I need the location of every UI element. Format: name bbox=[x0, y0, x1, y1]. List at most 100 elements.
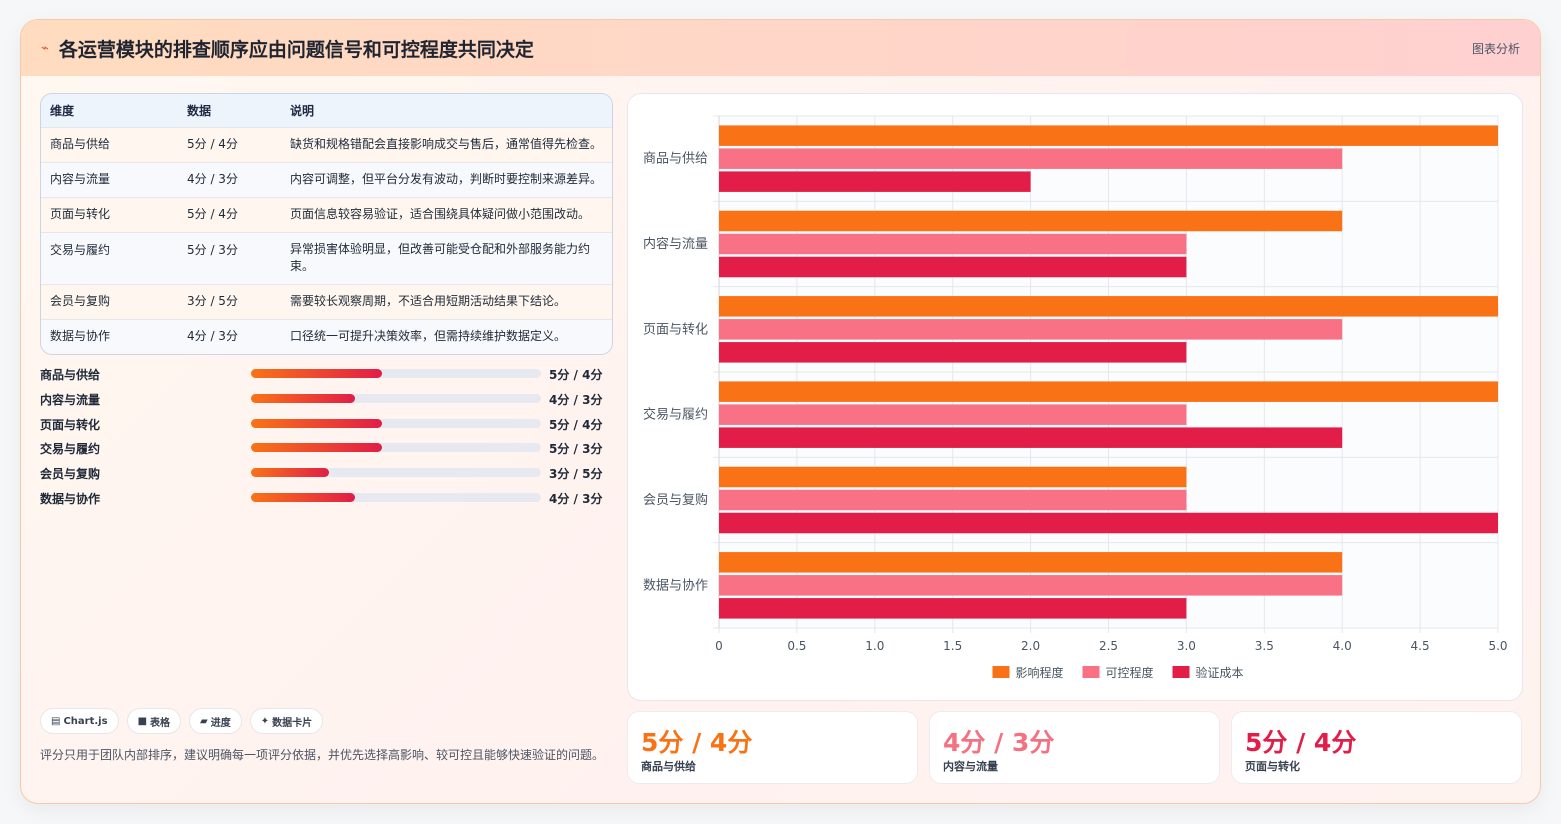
chip-label: Chart.js bbox=[63, 715, 108, 727]
progress-fill bbox=[251, 393, 356, 403]
sparkle-line-icon: ⌁ bbox=[41, 40, 49, 56]
table-cell-dimension: 内容与流量 bbox=[50, 172, 111, 186]
x-tick-label: 2.5 bbox=[1099, 639, 1118, 653]
x-tick-label: 4.5 bbox=[1411, 639, 1430, 653]
footnote: 评分只用于团队内部排序，建议明确每一项评分依据，并优先选择高影响、较可控且能够快… bbox=[40, 748, 605, 762]
progress-value: 5分 / 4分 bbox=[549, 417, 603, 432]
x-tick-label: 2.0 bbox=[1021, 639, 1040, 653]
progress-track bbox=[251, 492, 541, 502]
table-row: 内容与流量 4分 / 3分 内容可调整，但平台分发有波动，判断时要控制来源差异。 bbox=[41, 162, 612, 197]
stat-value: 5分 / 4分 bbox=[1245, 728, 1357, 757]
stat-label: 内容与流量 bbox=[943, 760, 998, 773]
progress-icon: ▰ bbox=[200, 715, 208, 727]
data-table: 维度 数据 说明 商品与供给 5分 / 4分 缺货和规格错配会直接影响成交与售后… bbox=[40, 93, 613, 355]
chip-label: 数据卡片 bbox=[272, 717, 313, 729]
bar bbox=[719, 381, 1498, 402]
chart-analysis-badge: 图表分析 bbox=[1471, 42, 1520, 56]
progress-row: 内容与流量 4分 / 3分 bbox=[40, 388, 610, 413]
table-row: 数据与协作 4分 / 3分 口径统一可提升决策效率，但需持续维护数据定义。 bbox=[41, 319, 612, 354]
bar-chart: 0 0.5 1.0 1.5 2.0 2.5 3.0 3.5 4.0 4.5 5.0 商品与供给内容与流… bbox=[643, 115, 1508, 680]
table-header: 维度 bbox=[50, 103, 75, 118]
x-tick-label: 3.0 bbox=[1177, 639, 1196, 653]
table-cell-data: 5分 / 4分 bbox=[187, 207, 238, 221]
table-cell-description: 异常损害体验明显，但改善可能受仓配和外部服务能力约束。 bbox=[290, 242, 591, 273]
y-tick-label: 商品与供给 bbox=[643, 152, 708, 167]
table-cell-dimension: 数据与协作 bbox=[50, 329, 111, 344]
x-tick-label: 5.0 bbox=[1488, 639, 1507, 653]
progress-value: 5分 / 4分 bbox=[549, 368, 603, 382]
page-title: 各运营模块的排查顺序应由问题信号和可控程度共同决定 bbox=[58, 38, 534, 61]
progress-fill bbox=[251, 468, 330, 478]
progress-row: 交易与履约 5分 / 3分 bbox=[40, 437, 610, 462]
table-row: 页面与转化 5分 / 4分 页面信息较容易验证，适合围绕具体疑问做小范围改动。 bbox=[41, 197, 612, 232]
progress-fill bbox=[251, 369, 382, 378]
progress-row: 会员与复购 3分 / 5分 bbox=[40, 462, 610, 487]
progress-track bbox=[251, 369, 541, 378]
x-tick-label: 1.5 bbox=[943, 639, 962, 653]
y-tick-label: 内容与流量 bbox=[643, 236, 708, 252]
bar bbox=[719, 598, 1187, 619]
table-cell-data: 4分 / 3分 bbox=[187, 172, 238, 186]
y-tick-label: 会员与复购 bbox=[643, 492, 708, 508]
stat-value: 5分 / 4分 bbox=[641, 728, 753, 757]
progress-value: 3分 / 5分 bbox=[549, 467, 603, 482]
progress-label: 页面与转化 bbox=[40, 417, 101, 432]
legend-swatch bbox=[1082, 666, 1100, 678]
bar bbox=[719, 489, 1187, 511]
bar bbox=[719, 404, 1187, 425]
stat-label: 页面与转化 bbox=[1245, 760, 1300, 773]
table-cell-dimension: 商品与供给 bbox=[50, 137, 111, 151]
table-cell-data: 3分 / 5分 bbox=[187, 294, 238, 308]
table-icon: ■ bbox=[137, 715, 148, 727]
table-cell-description: 页面信息较容易验证，适合围绕具体疑问做小范围改动。 bbox=[290, 207, 591, 221]
table-row: 交易与履约 5分 / 3分 异常损害体验明显，但改善可能受仓配和外部服务能力约束… bbox=[41, 232, 612, 284]
bar bbox=[719, 171, 1031, 192]
table-cell-description: 需要较长观察周期，不适合用短期活动结果下结论。 bbox=[290, 294, 567, 308]
bar bbox=[719, 575, 1343, 596]
table-cell-dimension: 会员与复购 bbox=[50, 294, 111, 308]
table-cell-dimension: 交易与履约 bbox=[50, 242, 111, 257]
chip-data-card: ✦ 数据卡片 bbox=[249, 708, 324, 734]
bar bbox=[719, 148, 1343, 169]
bar bbox=[719, 466, 1187, 488]
progress-label: 会员与复购 bbox=[40, 467, 101, 482]
progress-track bbox=[251, 393, 541, 403]
table-cell-data: 4分 / 3分 bbox=[187, 329, 238, 344]
stat-value: 4分 / 3分 bbox=[943, 728, 1055, 757]
header: ⌁ 各运营模块的排查顺序应由问题信号和可控程度共同决定 图表分析 bbox=[21, 20, 1540, 76]
legend-label: 影响程度 bbox=[1016, 665, 1064, 680]
table-header-row: 维度 数据 说明 bbox=[41, 94, 612, 127]
progress-track bbox=[251, 418, 541, 428]
chart-icon: ▤ bbox=[51, 715, 61, 727]
chip-label: 表格 bbox=[150, 717, 171, 729]
x-tick-label: 0 bbox=[715, 639, 723, 653]
table-cell-description: 口径统一可提升决策效率，但需持续维护数据定义。 bbox=[290, 329, 567, 344]
progress-track bbox=[251, 443, 541, 453]
table-cell-dimension: 页面与转化 bbox=[50, 207, 111, 221]
table-cell-data: 5分 / 4分 bbox=[187, 137, 238, 151]
bar bbox=[719, 342, 1187, 363]
table-cell-description: 内容可调整，但平台分发有波动，判断时要控制来源差异。 bbox=[290, 172, 603, 186]
bar bbox=[719, 512, 1498, 534]
stat-card: 5分 / 4分 商品与供给 bbox=[627, 711, 918, 784]
bar bbox=[719, 319, 1343, 340]
y-tick-label: 页面与转化 bbox=[643, 322, 708, 337]
stat-label: 商品与供给 bbox=[641, 760, 696, 773]
progress-label: 内容与流量 bbox=[40, 392, 101, 407]
chart-panel: 0 0.5 1.0 1.5 2.0 2.5 3.0 3.5 4.0 4.5 5.0 商品与供给 内容与流… bbox=[627, 93, 1523, 701]
legend-label: 验证成本 bbox=[1196, 665, 1244, 680]
progress-value: 4分 / 3分 bbox=[549, 491, 603, 506]
progress-fill bbox=[251, 492, 356, 502]
bar bbox=[719, 427, 1343, 448]
table-cell-data: 5分 / 3分 bbox=[187, 242, 238, 257]
x-tick-label: 0.5 bbox=[787, 639, 806, 653]
main-card: ⌁ 各运营模块的排查顺序应由问题信号和可控程度共同决定 图表分析 维度 数据 说… bbox=[20, 19, 1541, 804]
progress-value: 5分 / 3分 bbox=[549, 442, 603, 457]
progress-label: 数据与协作 bbox=[40, 491, 101, 506]
chip-table: ■ 表格 bbox=[126, 708, 182, 734]
table-header: 数据 bbox=[187, 103, 212, 118]
chip-progress: ▰ 进度 bbox=[189, 708, 242, 734]
progress-row: 页面与转化 5分 / 4分 bbox=[40, 413, 610, 438]
bar bbox=[719, 125, 1498, 146]
progress-list: 商品与供给 5分 / 4分 内容与流量 4分 / 3分 页面与转化 5分 / 4分 交易与履… bbox=[40, 363, 610, 512]
